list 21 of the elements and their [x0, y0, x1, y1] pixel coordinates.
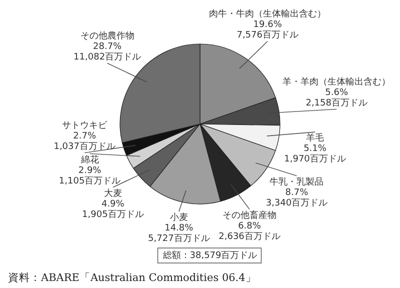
data-label: 2.9% 1,105百万ドル	[58, 166, 121, 186]
data-label: 6.8% 2,636百万ドル	[218, 222, 280, 242]
slice-label: 綿花	[80, 154, 99, 166]
data-label: 5.1% 1,970百万ドル	[284, 144, 346, 165]
slice-label: 牛乳・乳製品	[270, 176, 324, 188]
slice-label: サトウキビ	[62, 120, 108, 131]
slice-label: その他畜産物	[222, 210, 276, 221]
slice-label: その他農作物	[80, 30, 134, 42]
data-label: 19.6% 7,576百万ドル	[236, 20, 298, 40]
slice-label: 肉牛・牛肉（生体輸出含む）	[209, 8, 326, 20]
slice-label: 小麦	[170, 212, 188, 224]
text: 資料：ABARE「Australian Commodities 06.4」	[8, 271, 256, 284]
data-label: 4.9% 1,905百万ドル	[82, 200, 144, 220]
slice-label: 羊毛	[306, 132, 324, 144]
data-label: 5.6% 2,158百万ドル	[306, 88, 368, 108]
data-label: 8.7% 3,340百万ドル	[266, 188, 328, 208]
slice-label: 大麦	[104, 188, 122, 199]
data-label: 14.8% 5,727百万ドル	[148, 224, 210, 244]
data-label: 28.7% 11,082百万ドル	[74, 42, 142, 62]
slice-label: 羊・羊肉（生体輸出含む）	[282, 76, 391, 88]
text: 総額：38,579百万ドル	[162, 250, 258, 261]
